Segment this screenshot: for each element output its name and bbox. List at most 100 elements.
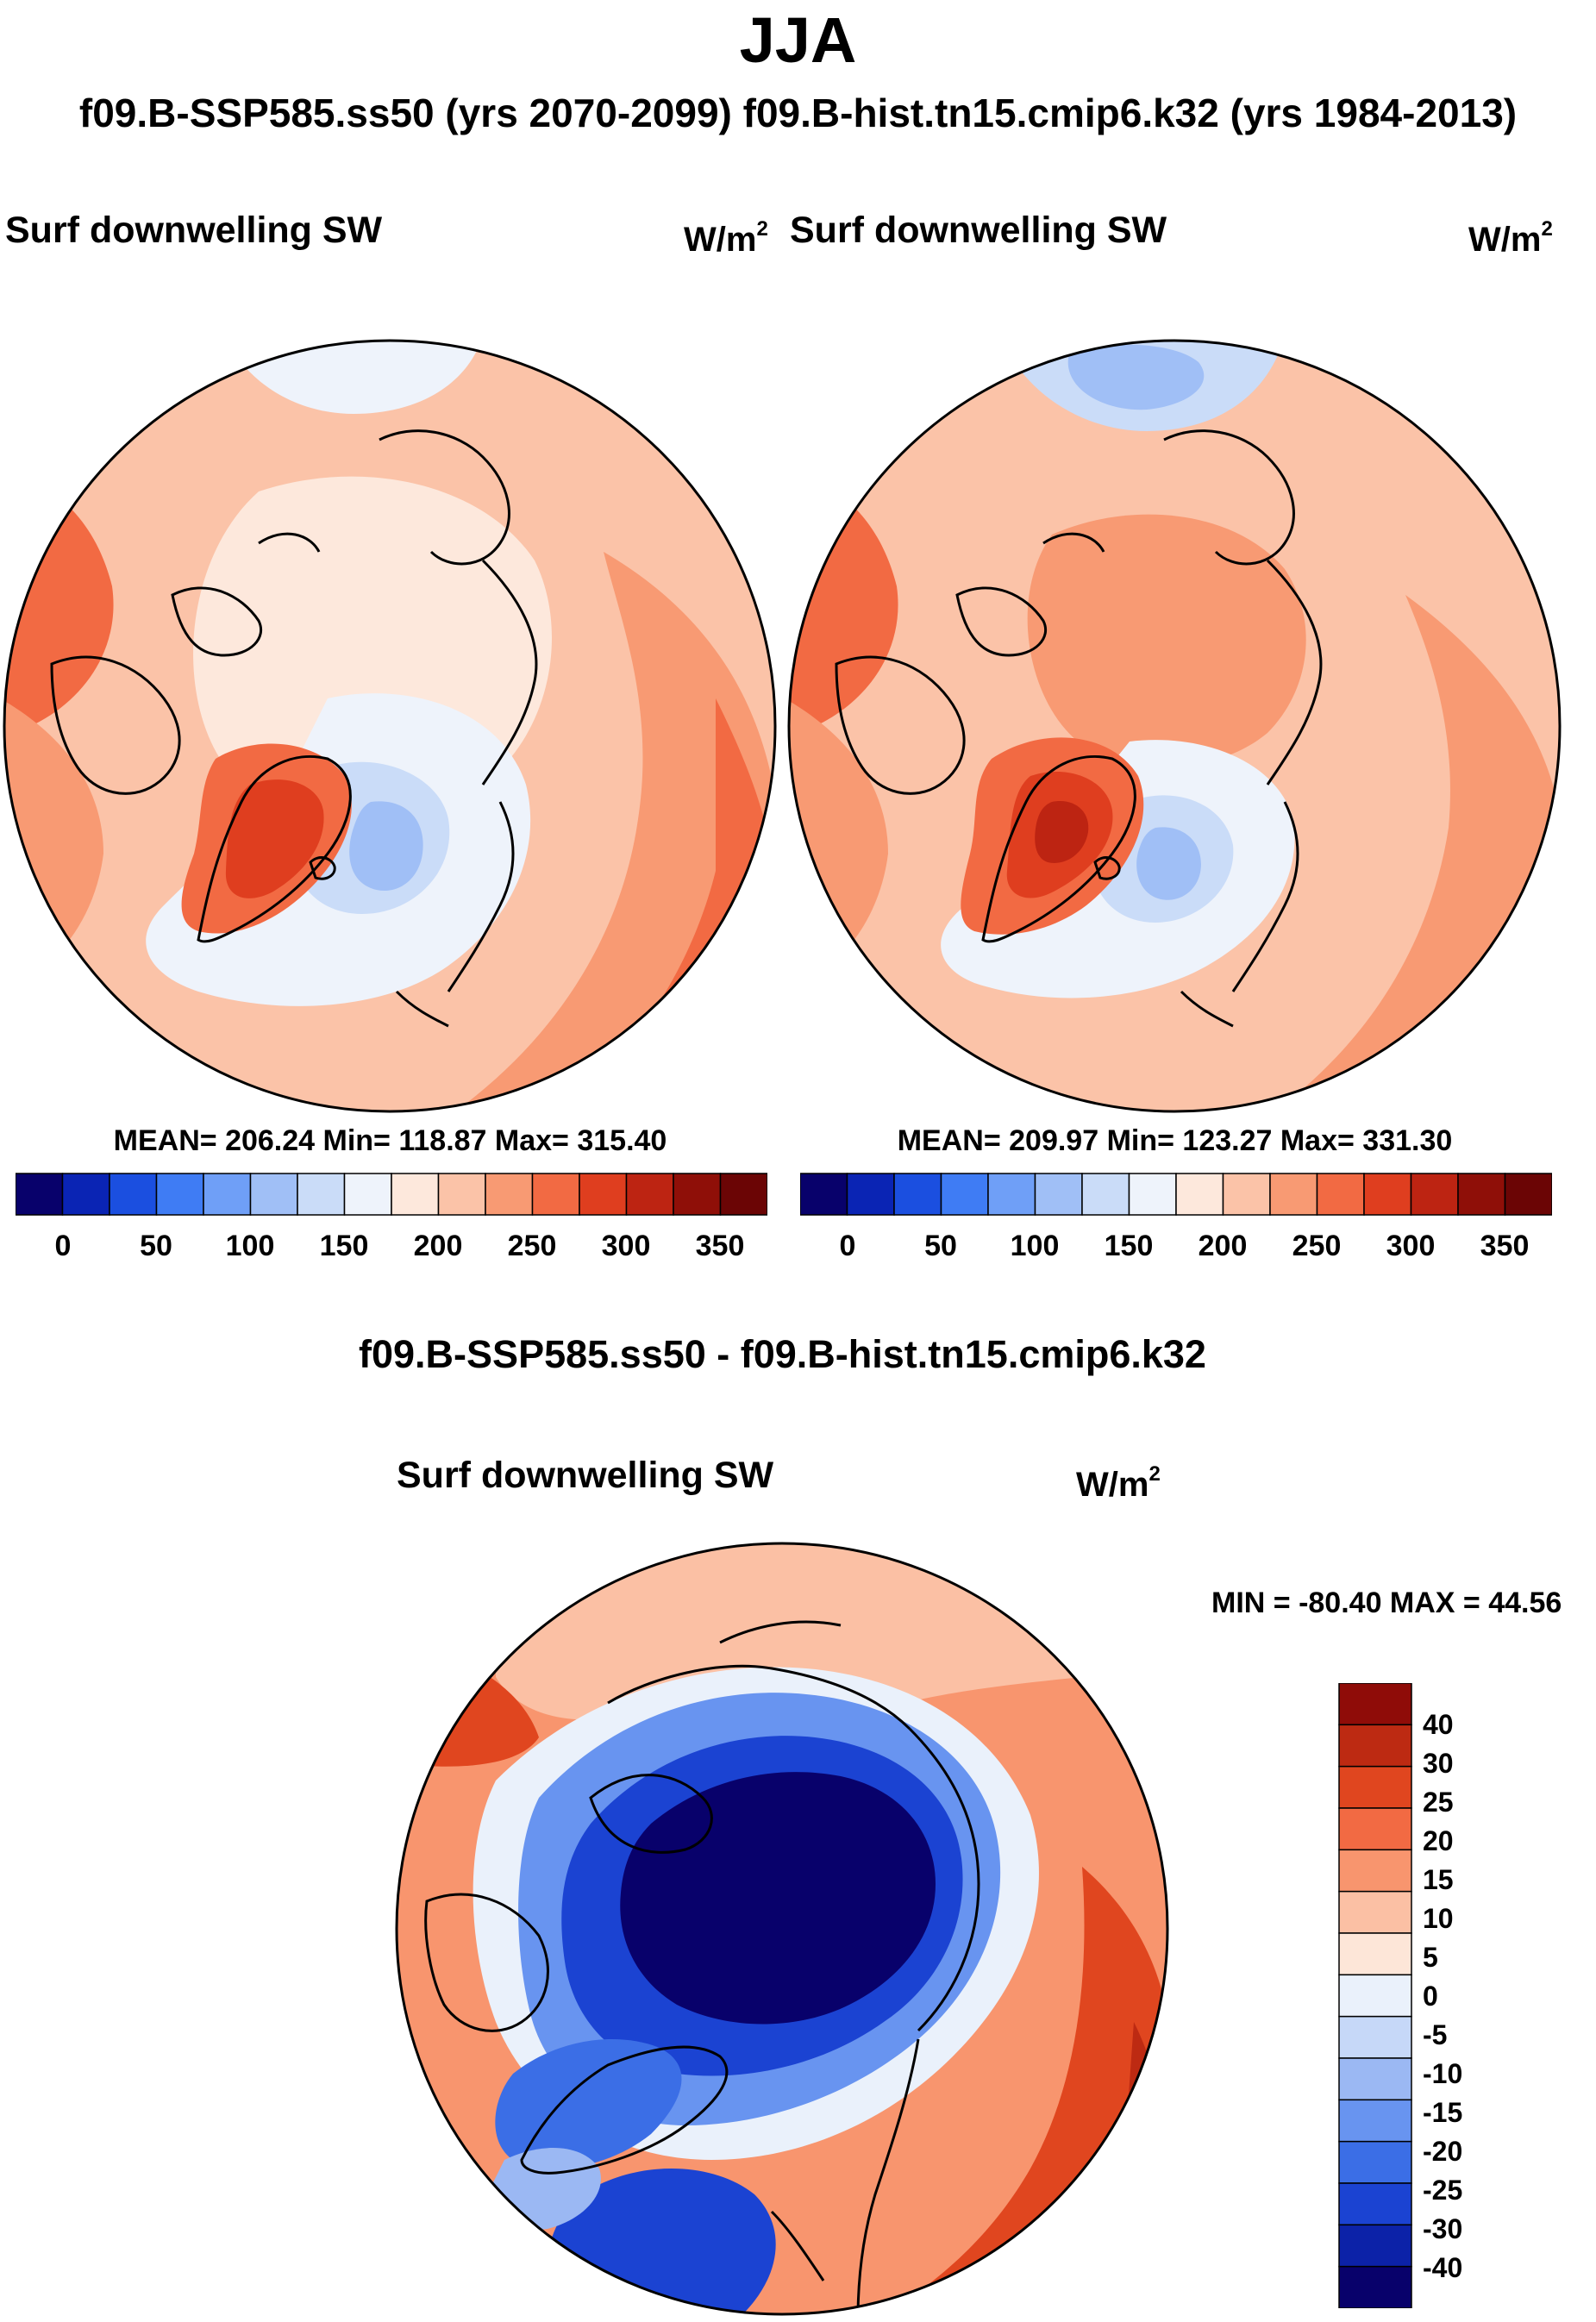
cbar-label: 40 xyxy=(1423,1709,1454,1740)
cbar-label: 50 xyxy=(924,1230,957,1262)
cbar-label: 0 xyxy=(1423,1981,1438,2012)
historical-coastlines xyxy=(835,429,1323,1028)
cbar-label: -30 xyxy=(1423,2213,1463,2244)
colorbar-swatch xyxy=(1338,1807,1412,1851)
cbar-label: 250 xyxy=(1292,1230,1342,1262)
colorbar-swatch xyxy=(485,1173,534,1216)
figure-subtitle: f09.B-SSP585.ss50 (yrs 2070-2099) f09.B-… xyxy=(78,91,1518,135)
colorbar-swatch xyxy=(846,1173,895,1216)
colorbar-swatch xyxy=(203,1173,252,1216)
future-panel-title: Surf downwelling SW xyxy=(5,210,383,251)
historical-polar-map xyxy=(787,339,1562,1113)
colorbar-swatch xyxy=(155,1173,204,1216)
colorbar-swatch xyxy=(249,1173,298,1216)
historical-panel-title: Surf downwelling SW xyxy=(790,210,1167,251)
colorbar-swatch xyxy=(1338,2099,1412,2143)
future-panel-units: W/m2 xyxy=(684,217,768,259)
cbar-label: 300 xyxy=(601,1230,651,1262)
future-field-top-pale-blue xyxy=(224,341,483,414)
colorbar-swatch xyxy=(1363,1173,1412,1216)
colorbar-swatch xyxy=(1338,1974,1412,2018)
colorbar-swatch xyxy=(1338,1932,1412,1976)
colorbar-swatch xyxy=(1222,1173,1271,1216)
cbar-label: 100 xyxy=(1010,1230,1060,1262)
colorbar-swatch xyxy=(1338,1724,1412,1768)
colorbar-swatch xyxy=(1410,1173,1459,1216)
cbar-label: -5 xyxy=(1423,2019,1448,2050)
cbar-label: 200 xyxy=(413,1230,463,1262)
colorbar-swatch xyxy=(1338,1683,1412,1726)
cbar-label: 200 xyxy=(1198,1230,1248,1262)
colorbar-swatch xyxy=(893,1173,942,1216)
difference-panel-units: W/m2 xyxy=(1076,1462,1161,1504)
cbar-label: -25 xyxy=(1423,2175,1463,2206)
cbar-label: 10 xyxy=(1423,1903,1454,1934)
colorbar-swatch xyxy=(625,1173,674,1216)
historical-field-greenland-peak xyxy=(1035,801,1089,863)
colorbar-swatch xyxy=(1338,1890,1412,1934)
cbar-label: -20 xyxy=(1423,2136,1463,2167)
colorbar-swatch xyxy=(1269,1173,1318,1216)
colorbar-swatch xyxy=(800,1173,848,1216)
colorbar-swatch xyxy=(1034,1173,1083,1216)
colorbar-swatch xyxy=(673,1173,722,1216)
future-polar-map xyxy=(3,339,777,1113)
cbar-label: 150 xyxy=(319,1230,369,1262)
cbar-label: 25 xyxy=(1423,1787,1454,1818)
figure-title: JJA xyxy=(739,4,857,76)
difference-colorbar xyxy=(1338,1683,1412,2308)
difference-field-arctic-min xyxy=(620,1772,936,2025)
historical-panel-units: W/m2 xyxy=(1468,217,1553,259)
historical-stats: MEAN= 209.97 Min= 123.27 Max= 331.30 xyxy=(897,1124,1453,1157)
difference-colorbar-labels: 40 30 25 20 15 10 5 0 -5 -10 -15 -20 -25… xyxy=(1423,1683,1552,2308)
future-colorbar xyxy=(16,1173,767,1216)
historical-map-border xyxy=(787,339,1562,1113)
colorbar-swatch xyxy=(297,1173,346,1216)
colorbar-swatch xyxy=(1338,2057,1412,2101)
cbar-label: -40 xyxy=(1423,2252,1463,2283)
colorbar-swatch xyxy=(1338,1849,1412,1893)
colorbar-swatch xyxy=(719,1173,767,1216)
colorbar-swatch xyxy=(531,1173,580,1216)
cbar-label: 50 xyxy=(140,1230,172,1262)
historical-colorbar xyxy=(800,1173,1552,1216)
cbar-label: -15 xyxy=(1423,2097,1463,2128)
colorbar-swatch xyxy=(1081,1173,1130,1216)
future-colorbar-labels: 0 50 100 150 200 250 300 350 xyxy=(16,1231,767,1266)
colorbar-swatch xyxy=(343,1173,392,1216)
historical-field-top-blue-core xyxy=(1067,344,1205,410)
difference-panel-title: Surf downwelling SW xyxy=(397,1455,774,1496)
cbar-label: 20 xyxy=(1423,1825,1454,1856)
historical-field-central-high xyxy=(1027,514,1306,767)
future-stats: MEAN= 206.24 Min= 118.87 Max= 315.40 xyxy=(113,1124,667,1157)
cbar-label: 0 xyxy=(839,1230,856,1262)
colorbar-swatch xyxy=(1338,2182,1412,2226)
colorbar-swatch xyxy=(1175,1173,1224,1216)
cbar-label: 30 xyxy=(1423,1748,1454,1779)
cbar-label: 100 xyxy=(225,1230,275,1262)
historical-field-atlantic-min xyxy=(1136,827,1201,900)
cbar-label: 150 xyxy=(1104,1230,1154,1262)
colorbar-swatch xyxy=(1338,2224,1412,2268)
future-coastlines xyxy=(50,429,538,1028)
difference-polar-map xyxy=(395,1542,1169,2316)
colorbar-swatch xyxy=(1128,1173,1177,1216)
difference-field-greenland-blue xyxy=(495,2039,682,2169)
cbar-label: 250 xyxy=(507,1230,557,1262)
difference-coastlines xyxy=(424,1620,980,2314)
difference-field-north-warm xyxy=(496,1543,1082,1720)
cbar-label: 350 xyxy=(1480,1230,1530,1262)
cbar-label: 5 xyxy=(1423,1942,1438,1973)
colorbar-swatch xyxy=(391,1173,440,1216)
difference-header: f09.B-SSP585.ss50 - f09.B-hist.tn15.cmip… xyxy=(359,1332,1206,1376)
colorbar-swatch xyxy=(109,1173,158,1216)
colorbar-swatch xyxy=(16,1173,64,1216)
colorbar-swatch xyxy=(1338,2265,1412,2308)
future-field-atlantic-min xyxy=(349,801,423,892)
cbar-label: 350 xyxy=(695,1230,745,1262)
colorbar-swatch xyxy=(1338,1765,1412,1809)
future-map-border xyxy=(3,339,777,1113)
cbar-label: 15 xyxy=(1423,1864,1454,1895)
cbar-label: 0 xyxy=(54,1230,72,1262)
colorbar-swatch xyxy=(1457,1173,1506,1216)
